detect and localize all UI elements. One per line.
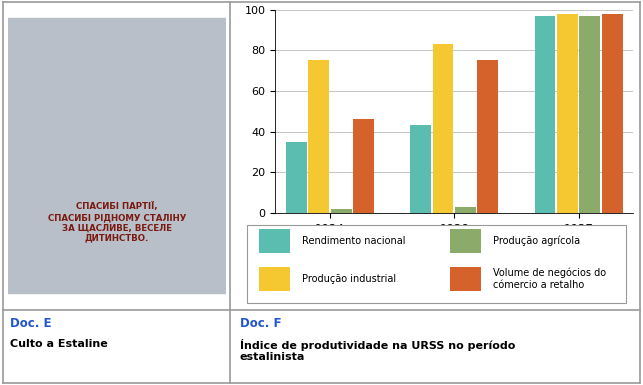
Bar: [433, 44, 453, 213]
FancyBboxPatch shape: [258, 267, 290, 291]
Bar: [309, 60, 329, 213]
Bar: [602, 14, 622, 213]
FancyBboxPatch shape: [247, 225, 626, 303]
FancyBboxPatch shape: [450, 229, 481, 253]
FancyBboxPatch shape: [258, 229, 290, 253]
Bar: [478, 60, 498, 213]
Bar: [410, 126, 431, 213]
Text: Produção agrícola: Produção agrícola: [493, 236, 580, 246]
FancyBboxPatch shape: [450, 267, 481, 291]
Text: Índice de produtividade na URSS no período
estalinista: Índice de produtividade na URSS no perío…: [240, 339, 515, 362]
Text: Culto a Estaline: Culto a Estaline: [10, 339, 107, 349]
Bar: [579, 16, 600, 213]
Bar: [557, 14, 578, 213]
Bar: [455, 207, 476, 213]
Bar: [286, 142, 307, 213]
Text: Volume de negócios do
cómercio a retalho: Volume de negócios do cómercio a retalho: [493, 268, 606, 290]
Bar: [331, 209, 352, 213]
Text: Produção industrial: Produção industrial: [302, 274, 395, 284]
Bar: [353, 119, 374, 213]
Text: СПАСИБІ ПАРТІЇ,
СПАСИБІ РІДНОМУ СТАЛІНУ
ЗА ЩАСЛИВЕ, ВЕСЕЛЕ
ДИТИНСТВО.: СПАСИБІ ПАРТІЇ, СПАСИБІ РІДНОМУ СТАЛІНУ …: [48, 203, 186, 243]
Text: (%): (%): [229, 0, 249, 2]
Text: Doc. E: Doc. E: [10, 317, 51, 330]
Text: Rendimento nacional: Rendimento nacional: [302, 236, 405, 246]
Bar: [534, 16, 556, 213]
Text: Doc. F: Doc. F: [240, 317, 282, 330]
